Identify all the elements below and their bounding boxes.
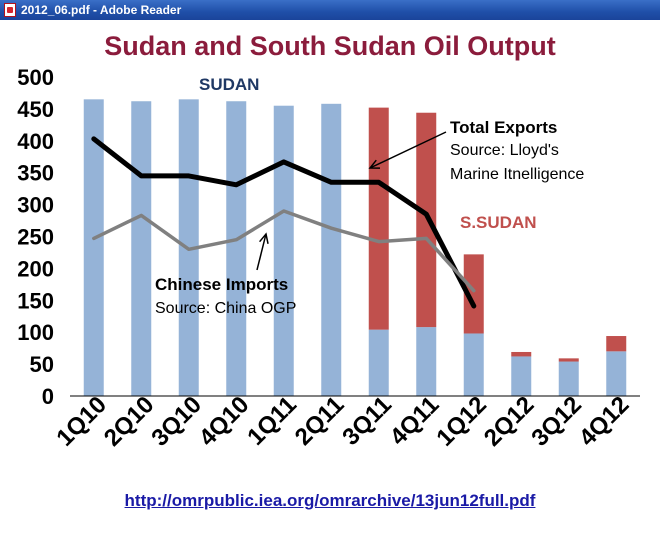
bar-sudan-1q11 <box>273 105 294 397</box>
x-tick-label: 2Q11 <box>290 391 350 451</box>
arrow-chinese-imports <box>256 232 269 271</box>
y-tick-label: 500 <box>17 65 54 90</box>
annotation-total-exports-source: Marine Itnelligence <box>450 166 584 183</box>
bar-s-sudan-1q12 <box>463 254 484 334</box>
y-tick-label: 100 <box>17 320 54 345</box>
line-chinese-imports <box>92 209 476 293</box>
x-tick-label: 3Q12 <box>526 391 587 452</box>
y-tick-label: 450 <box>17 97 54 122</box>
x-tick-label: 3Q10 <box>146 391 207 452</box>
bar-sudan-4q10 <box>226 101 247 396</box>
x-tick-label: 1Q12 <box>431 391 492 452</box>
x-tick-label: 2Q10 <box>99 391 160 452</box>
y-tick-label: 250 <box>17 225 54 250</box>
bar-s-sudan-4q12 <box>606 336 627 352</box>
bar-s-sudan-3q11 <box>368 107 389 330</box>
bar-sudan-2q12 <box>511 356 532 396</box>
bar-sudan-1q10 <box>83 99 104 396</box>
annotation-s-sudan: S.SUDAN <box>460 213 537 232</box>
y-tick-label: 200 <box>17 256 54 281</box>
x-tick-label: 1Q10 <box>51 391 112 452</box>
window-titlebar: 2012_06.pdf - Adobe Reader <box>0 0 660 20</box>
annotation-total-exports-source: Source: Lloyd's <box>450 142 559 159</box>
chart-title: Sudan and South Sudan Oil Output <box>104 31 555 61</box>
bar-sudan-1q12 <box>463 333 484 396</box>
annotation-chinese-imports: Chinese Imports <box>155 275 288 294</box>
y-tick-label: 150 <box>17 288 54 313</box>
source-link[interactable]: http://omrpublic.iea.org/omrarchive/13ju… <box>124 491 536 510</box>
y-tick-label: 400 <box>17 129 54 154</box>
bar-s-sudan-4q11 <box>416 112 437 328</box>
y-tick-label: 50 <box>30 352 54 377</box>
y-tick-label: 0 <box>42 384 54 409</box>
y-tick-label: 300 <box>17 193 54 218</box>
x-tick-label: 4Q11 <box>385 391 445 451</box>
arrow-total-exports <box>368 131 447 169</box>
annotation-chinese-imports-source: Source: China OGP <box>155 300 296 317</box>
window-title: 2012_06.pdf - Adobe Reader <box>21 3 182 17</box>
bar-sudan-3q11 <box>368 329 389 396</box>
chart: Sudan and South Sudan Oil Output 0 50 100 1… <box>17 31 640 452</box>
x-tick-label: 4Q10 <box>194 391 255 452</box>
line-total-exports <box>91 136 477 309</box>
bar-sudan-2q10 <box>131 101 152 396</box>
x-tick-label: 2Q12 <box>479 391 540 452</box>
bar-s-sudan-2q12 <box>511 351 532 357</box>
bar-s-sudan-3q12 <box>558 358 579 362</box>
x-tick-label: 4Q12 <box>574 391 635 452</box>
annotation-sudan: SUDAN <box>199 75 259 94</box>
annotation-total-exports: Total Exports <box>450 118 557 137</box>
bar-sudan-4q12 <box>606 351 627 396</box>
bar-sudan-2q11 <box>321 103 342 397</box>
x-tick-label: 1Q11 <box>242 391 302 451</box>
y-tick-label: 350 <box>17 161 54 186</box>
x-tick-label: 3Q11 <box>337 391 397 451</box>
pdf-icon <box>4 3 16 17</box>
bar-sudan-4q11 <box>416 327 437 396</box>
bar-sudan-3q12 <box>558 361 579 396</box>
